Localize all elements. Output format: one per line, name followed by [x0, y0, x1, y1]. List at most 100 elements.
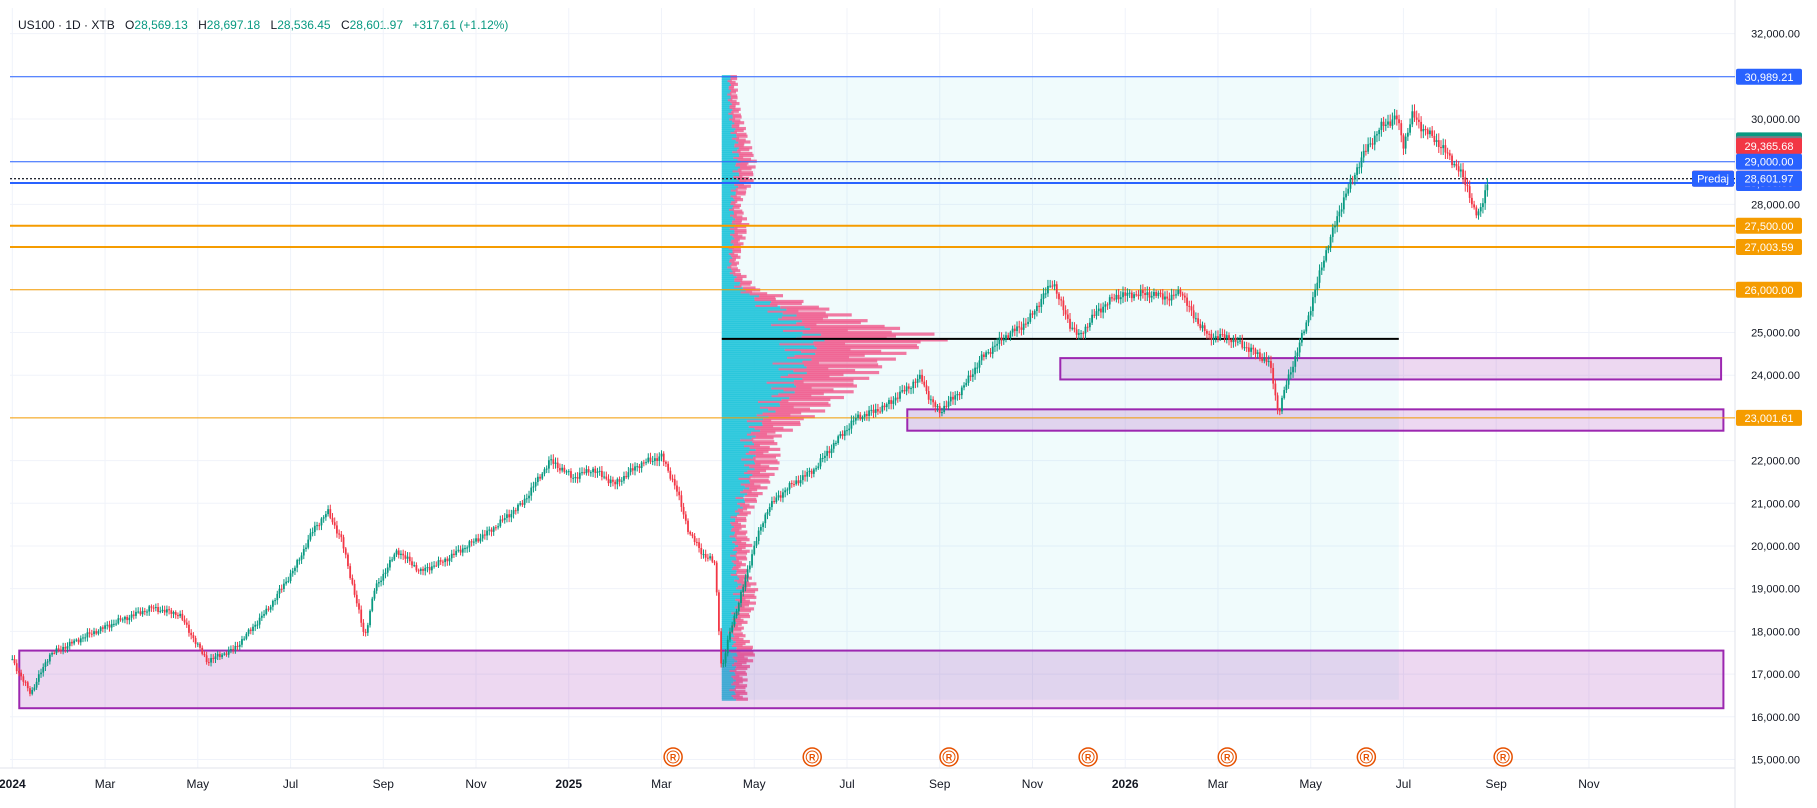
volume-profile-bar-down — [816, 345, 919, 350]
volume-profile-bar-down — [732, 205, 740, 209]
candle-body — [687, 520, 689, 532]
volume-profile-bar-up — [721, 321, 797, 325]
candle-body — [1230, 339, 1233, 343]
volume-profile-bar-down — [739, 178, 754, 183]
candle-body — [245, 633, 248, 639]
volume-profile-bar-down — [734, 509, 744, 513]
volume-profile-bar-down — [737, 599, 750, 603]
candle-body — [779, 495, 782, 498]
volume-profile-bar-up — [721, 655, 733, 659]
candle-body — [987, 352, 990, 354]
volume-profile-bar-down — [735, 138, 746, 142]
volume-profile-bar-up — [721, 305, 781, 309]
volume-profile-bar-up — [721, 236, 735, 240]
volume-profile-bar-up — [721, 353, 795, 357]
volume-profile-bar-down — [733, 695, 743, 699]
volume-profile-bar-up — [721, 355, 787, 359]
candle-body — [576, 477, 579, 479]
y-axis-tick-label: 28,000.00 — [1751, 199, 1800, 211]
candle-body — [1086, 326, 1089, 328]
candle-body — [854, 417, 857, 421]
candle-body — [1020, 327, 1023, 330]
candle-body — [1071, 327, 1074, 329]
volume-profile-bar-down — [748, 449, 769, 453]
volume-profile-bar-down — [733, 561, 742, 565]
volume-profile-bar-up — [721, 111, 729, 115]
volume-profile-bar-up — [721, 80, 730, 85]
candle-body — [698, 542, 700, 548]
candle-body — [322, 517, 325, 519]
volume-profile-bar-down — [786, 355, 850, 359]
candle-body — [596, 471, 599, 473]
candle-body — [815, 468, 817, 470]
volume-profile-bar-down — [749, 486, 768, 490]
candle-body — [269, 606, 272, 610]
candle-body — [1292, 366, 1294, 373]
volume-profile-bar-up — [721, 499, 745, 503]
price-tag — [1736, 153, 1802, 170]
volume-profile-bar-up — [721, 226, 730, 231]
y-axis-tick-label: 22,000.00 — [1751, 456, 1800, 468]
candle-body — [863, 414, 866, 417]
candle-body — [1267, 361, 1270, 363]
candle-body — [13, 659, 16, 664]
candle-body — [570, 471, 572, 478]
volume-profile-bar-up — [721, 240, 731, 244]
candle-body — [578, 472, 581, 479]
candle-body — [106, 624, 109, 626]
volume-profile-bar-down — [740, 607, 754, 611]
volume-profile-bar-down — [728, 111, 734, 115]
candle-body — [722, 663, 725, 665]
candle-body — [377, 582, 380, 584]
volume-profile-bar-down — [730, 188, 738, 192]
candle-body — [905, 386, 908, 392]
candle-body — [1210, 333, 1213, 340]
volume-profile-bar-up — [721, 394, 772, 398]
volume-profile-bar-down — [733, 155, 744, 159]
candle-body — [1413, 111, 1416, 118]
dividend-marker-letter-icon: R — [1085, 753, 1092, 763]
candle-body — [263, 614, 265, 616]
volume-profile-bar-up — [721, 292, 750, 296]
candle-body — [828, 450, 831, 454]
volume-profile-bar-up — [721, 182, 735, 186]
candle-body — [1217, 336, 1219, 340]
candle-body — [380, 580, 382, 583]
candle-body — [726, 639, 729, 654]
candle-body — [375, 583, 378, 591]
candle-body — [1270, 361, 1272, 368]
candle-body — [265, 608, 268, 615]
candle-body — [336, 525, 338, 534]
candle-body — [1294, 356, 1297, 367]
volume-profile-bar-down — [737, 148, 750, 152]
volume-profile-bar-up — [721, 176, 737, 181]
price-tag-text: 29,000.00 — [1745, 157, 1794, 169]
candle-body — [296, 560, 299, 568]
candle-body — [177, 615, 179, 617]
candle-body — [837, 436, 840, 443]
candle-body — [243, 638, 246, 640]
candle-body — [1022, 323, 1025, 330]
candle-body — [402, 553, 405, 556]
candle-body — [636, 466, 639, 468]
candle-body — [439, 560, 442, 562]
price-level-tag — [1736, 238, 1802, 255]
volume-profile-bar-up — [721, 503, 740, 507]
candle-body — [742, 586, 745, 592]
candle-body — [766, 511, 769, 515]
volume-profile-bar-down — [731, 199, 738, 204]
volume-profile-bar-down — [737, 501, 746, 505]
candle-body — [344, 548, 347, 555]
volume-profile-bar-up — [721, 374, 781, 378]
candle-body — [33, 687, 36, 690]
volume-profile-bar-up — [721, 697, 737, 701]
candle-body — [932, 399, 935, 403]
candle-body — [168, 609, 170, 611]
candle-body — [941, 411, 943, 414]
volume-profile-bar-up — [721, 161, 737, 165]
candle-body — [141, 610, 144, 615]
candle-body — [1415, 117, 1418, 120]
candle-body — [989, 352, 992, 354]
volume-profile-bar-down — [746, 418, 772, 423]
